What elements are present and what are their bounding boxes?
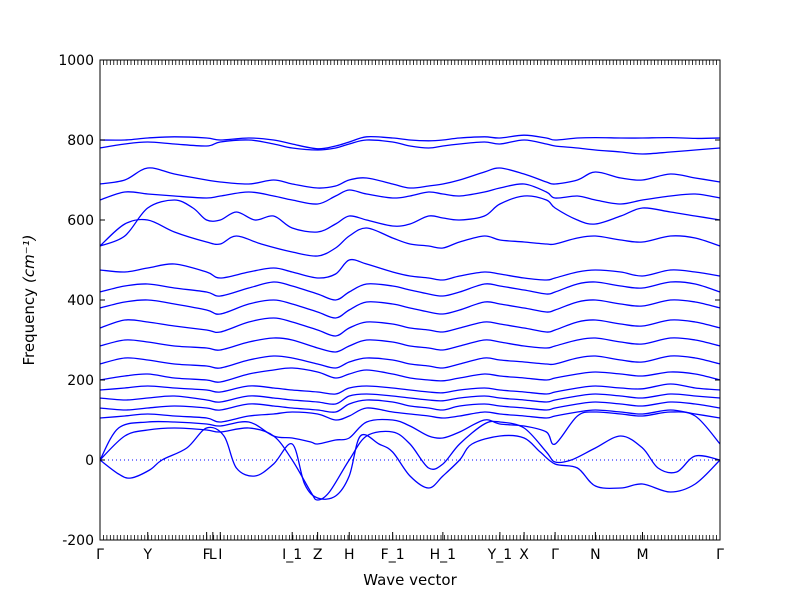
band-line-20 [99, 134, 721, 150]
x-tick-label: Y [142, 547, 152, 563]
band-line-9 [99, 355, 721, 369]
y-tick-label: 800 [67, 133, 94, 149]
band-line-16 [99, 195, 721, 247]
plot-background [100, 60, 720, 540]
band-line-15 [99, 218, 721, 257]
x-tick-label: Γ [96, 547, 104, 563]
y-axis-ticks: -200 0 200 400 600 800 1000 [58, 53, 720, 549]
x-tick-label: F [203, 547, 211, 563]
x-tick-label: N [590, 547, 600, 563]
y-axis-title-text: Frequency [20, 288, 38, 366]
band-line-17 [99, 183, 721, 205]
x-tick-label: Γ [551, 547, 559, 563]
band-line-8 [99, 367, 721, 383]
band-line-10 [99, 337, 721, 353]
band-line-19 [99, 139, 721, 155]
x-tick-label: H_1 [430, 547, 456, 563]
x-tick-label: Y_1 [487, 547, 512, 563]
x-tick-label: Γ [716, 547, 724, 563]
band-line-13 [99, 281, 721, 301]
y-tick-label: 600 [67, 213, 94, 229]
y-axis-unit: (cm⁻¹) [20, 235, 38, 284]
band-line-11 [99, 317, 721, 337]
y-tick-label: 0 [85, 453, 94, 469]
band-lines [99, 134, 721, 501]
x-tick-label: L [209, 547, 217, 563]
band-line-6 [99, 393, 721, 405]
band-line-14 [99, 258, 721, 281]
band-line-5 [99, 399, 721, 413]
x-axis-title: Wave vector [363, 571, 457, 589]
band-line-18 [99, 167, 721, 189]
x-tick-label: H [344, 547, 355, 563]
band-line-3 [99, 411, 721, 461]
y-tick-label: -200 [62, 533, 94, 549]
x-tick-label: I [218, 547, 222, 563]
y-tick-label: 400 [67, 293, 94, 309]
x-tick-label: X [519, 547, 529, 563]
band-line-1 [99, 426, 721, 500]
y-tick-label: 200 [67, 373, 94, 389]
band-line-12 [99, 299, 721, 319]
band-line-2 [99, 420, 721, 501]
x-tick-label: Z [313, 547, 323, 563]
x-axis-ticks: Γ Y FL I I_1 Z H F_1 H_1 Y_1 X Γ N M Γ [96, 60, 724, 563]
band-line-4 [99, 407, 721, 423]
band-line-7 [99, 383, 721, 395]
x-tick-label: F_1 [381, 547, 405, 563]
y-tick-label: 1000 [58, 53, 94, 69]
x-tick-label: M [636, 547, 648, 563]
y-axis-title: Frequency (cm⁻¹) [20, 235, 38, 366]
x-tick-label: I_1 [282, 547, 302, 563]
plot-area [100, 60, 720, 540]
